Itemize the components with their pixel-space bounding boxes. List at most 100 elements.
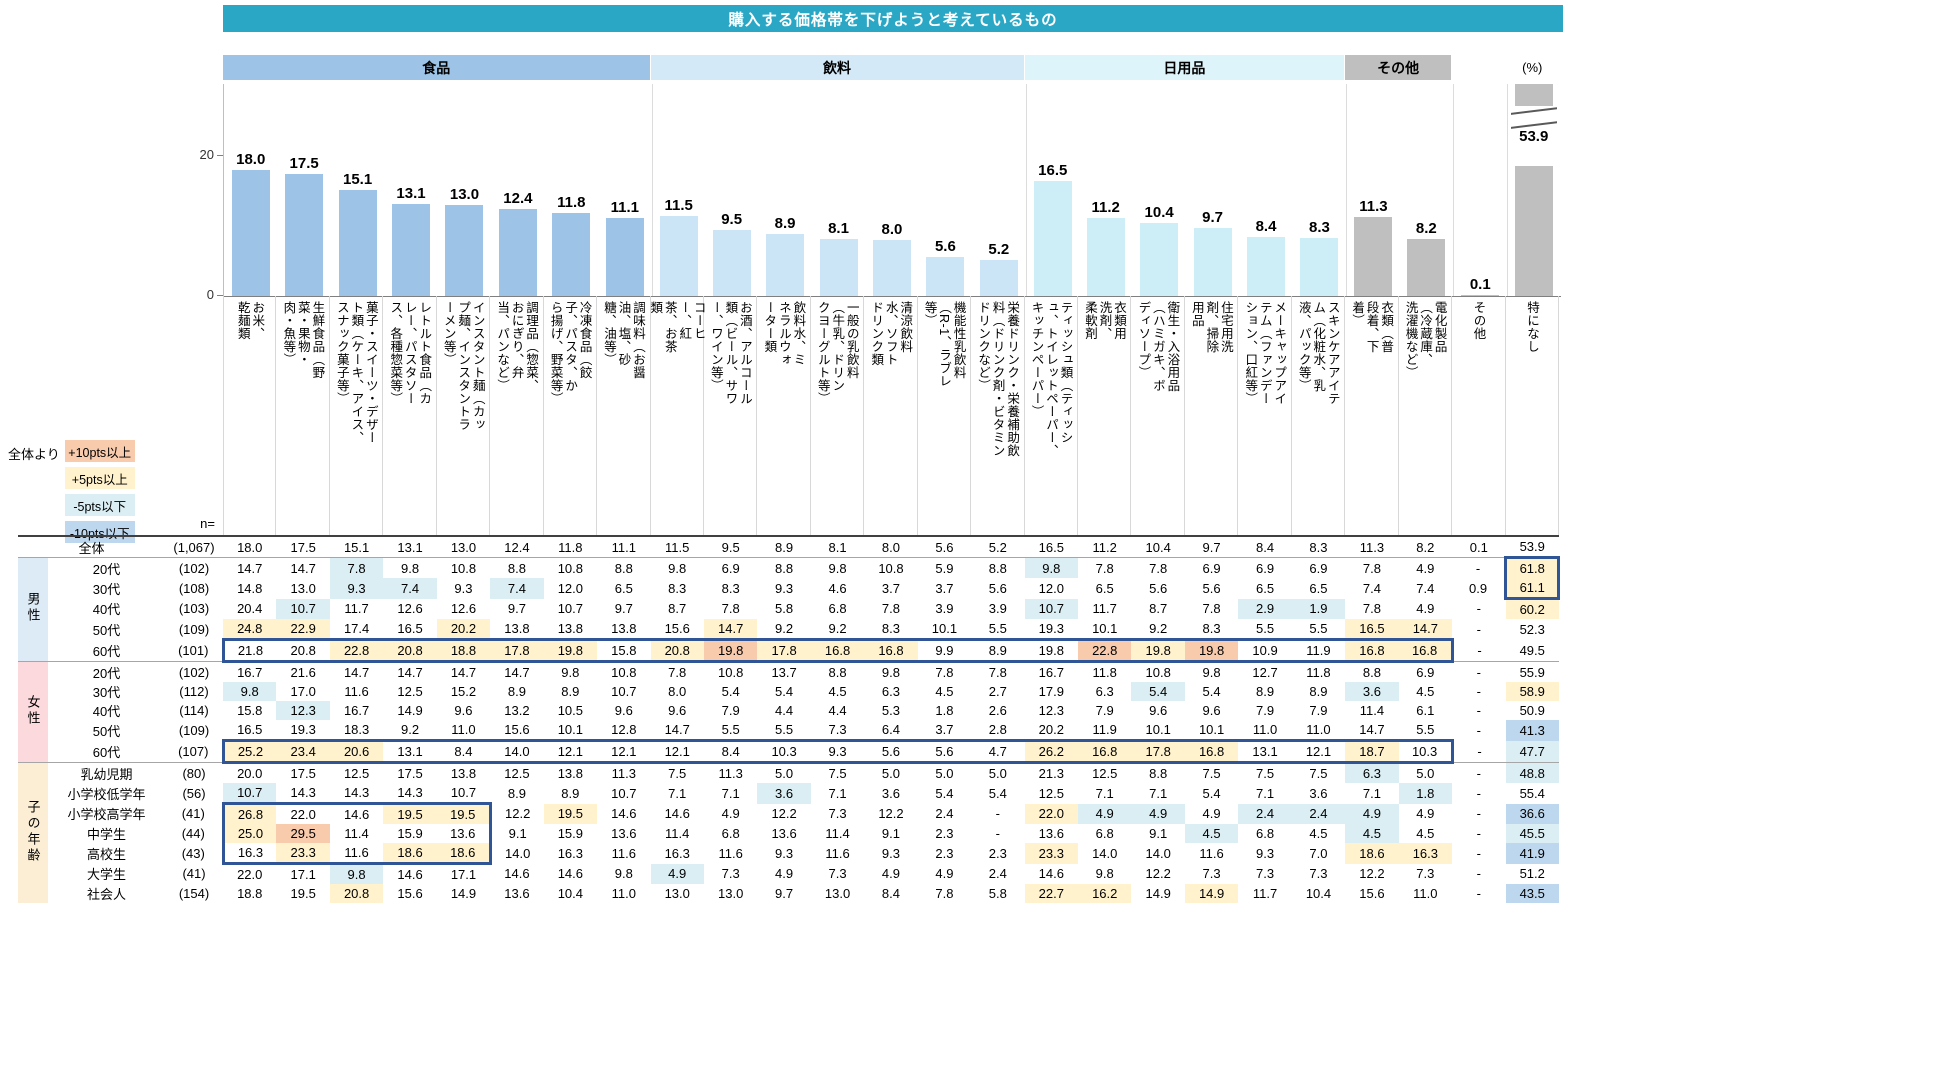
value-cell: 14.3 bbox=[290, 785, 316, 800]
value-cell: 17.8 bbox=[490, 638, 544, 663]
value-cell: 6.9 bbox=[703, 557, 758, 578]
value-cell: 13.6 bbox=[436, 824, 492, 843]
value-cell: 2.6 bbox=[988, 703, 1007, 718]
value-cell: 8.4 bbox=[881, 886, 900, 901]
value-cell: 14.9 bbox=[1184, 884, 1239, 903]
chart-column: 13.0 bbox=[438, 84, 491, 296]
value-cell: 9.9 bbox=[917, 638, 972, 663]
value-cell: 5.2 bbox=[971, 535, 1025, 558]
value-cell: 23.3 bbox=[276, 843, 330, 865]
value-cell: 11.6 bbox=[825, 845, 850, 861]
value-cell: 11.7 bbox=[1092, 601, 1117, 617]
value-cell: 9.3 bbox=[775, 580, 794, 596]
value-cell: 9.8 bbox=[329, 863, 384, 884]
value-cell: 7.8 bbox=[1131, 557, 1185, 578]
value-cell: 9.6 bbox=[668, 703, 687, 718]
value-cell: 12.5 bbox=[329, 762, 384, 783]
bar-value-label: 5.6 bbox=[934, 237, 956, 255]
value-cell: 11.1 bbox=[597, 535, 651, 558]
chart-column: 13.1 bbox=[384, 84, 437, 296]
bar-value-label: 8.4 bbox=[1255, 218, 1277, 236]
row-label: 全体 bbox=[18, 535, 165, 558]
bar bbox=[1140, 223, 1179, 296]
column-header-text: メーキャップアイテム（ファンデーション、口紅等） bbox=[1243, 301, 1287, 405]
value-cell: - bbox=[1452, 762, 1506, 783]
bar-value-label: 53.9 bbox=[1519, 128, 1549, 145]
value-cell: 14.0 bbox=[505, 845, 531, 861]
bar-value-label: 10.4 bbox=[1144, 204, 1174, 222]
column-header-text: 特になし bbox=[1524, 301, 1539, 353]
value-cell: 11.3 bbox=[597, 762, 651, 783]
row-n: (112) bbox=[179, 684, 209, 699]
value-cell: - bbox=[1476, 886, 1481, 901]
value-cell: - bbox=[1477, 743, 1482, 759]
value-cell: - bbox=[1452, 661, 1506, 682]
value-cell: 19.3 bbox=[1038, 621, 1064, 636]
value-cell: - bbox=[1476, 806, 1481, 822]
bar-value-label: 15.1 bbox=[342, 171, 373, 189]
bar bbox=[872, 240, 911, 296]
value-cell: 3.6 bbox=[757, 783, 811, 804]
value-cell: 7.1 bbox=[828, 785, 847, 801]
bar bbox=[1514, 166, 1553, 296]
value-cell: 13.6 bbox=[611, 826, 637, 841]
value-cell: 55.4 bbox=[1519, 785, 1545, 801]
row-n: (109) bbox=[178, 722, 210, 738]
value-cell: - bbox=[1476, 684, 1481, 699]
column-header: 機能性乳飲料（R-1、ラブレ等） bbox=[918, 296, 972, 535]
y-axis-tick-mark bbox=[217, 295, 223, 296]
value-cell: - bbox=[995, 826, 1001, 841]
bar bbox=[1407, 238, 1446, 296]
legend-prefix: 全体より bbox=[8, 447, 60, 462]
row-label: 30代 bbox=[92, 581, 121, 597]
value-cell: 14.8 bbox=[237, 580, 263, 596]
column-header-text: スキンケアアイテム（化粧水、乳液、パック等） bbox=[1296, 301, 1340, 405]
value-cell: 11.8 bbox=[543, 535, 598, 558]
row-label: 中学生 bbox=[86, 827, 126, 842]
row-n: (102) bbox=[165, 661, 223, 682]
row-n: (1,067) bbox=[165, 535, 223, 558]
column-header: 調味料（お醤油、塩、砂糖、油等） bbox=[597, 296, 651, 535]
value-cell: 49.5 bbox=[1519, 642, 1545, 658]
chart-column: 53.9 bbox=[1506, 84, 1560, 296]
value-cell: 18.6 bbox=[436, 843, 492, 865]
value-cell: 6.5 bbox=[1309, 580, 1328, 596]
value-cell: 13.1 bbox=[383, 739, 437, 764]
value-cell: 3.7 bbox=[935, 722, 954, 737]
row-label: 高校生 bbox=[86, 846, 126, 862]
table-row: 子の年齢 乳幼児期 (80) 20.0 17.5 12.5 17.5 13.8 12.5 13.8… bbox=[18, 762, 1559, 903]
value-cell: 17.5 bbox=[276, 535, 330, 558]
chart-column: 8.1 bbox=[812, 84, 865, 296]
value-cell: 20.8 bbox=[276, 638, 330, 663]
row-n: (108) bbox=[178, 580, 210, 596]
value-cell: 8.9 bbox=[1309, 684, 1328, 699]
value-cell: 16.7 bbox=[1024, 661, 1078, 682]
value-cell: 10.4 bbox=[1131, 535, 1185, 558]
row-n: (109) bbox=[178, 621, 210, 637]
value-cell: 11.7 bbox=[344, 601, 369, 617]
value-cell: 19.5 bbox=[543, 803, 598, 824]
value-cell: 8.8 bbox=[971, 557, 1025, 578]
value-cell: 8.8 bbox=[757, 557, 811, 578]
value-cell: 19.8 bbox=[703, 638, 758, 663]
value-cell: 4.5 bbox=[828, 684, 847, 699]
bar bbox=[979, 259, 1018, 296]
table-row: 30代 (112) 9.8 17.0 11.6 12.5 15.2 8.9 8.9 10.7 8.0… bbox=[18, 682, 1559, 701]
value-cell: 11.8 bbox=[1291, 661, 1346, 682]
value-cell: 11.7 bbox=[1252, 886, 1278, 901]
value-cell: - bbox=[1476, 785, 1481, 801]
table-row: 30代 (108) 14.8 13.0 9.3 7.4 9.3 7.4 12.0 6.5 8.3 8.… bbox=[18, 578, 1561, 600]
value-cell: 14.0 bbox=[490, 739, 544, 764]
bar bbox=[338, 190, 377, 296]
value-cell: 16.3 bbox=[664, 845, 690, 861]
value-cell: 9.2 bbox=[775, 621, 794, 636]
value-cell: 41.3 bbox=[1505, 720, 1559, 741]
bar-value-label: 13.0 bbox=[449, 186, 480, 203]
value-cell: 3.7 bbox=[881, 580, 900, 596]
value-cell: 4.9 bbox=[1131, 803, 1185, 824]
chart-column: 11.1 bbox=[598, 84, 651, 296]
value-cell: 5.5 bbox=[775, 722, 794, 737]
value-cell: 12.2 bbox=[1359, 866, 1385, 882]
value-cell: 3.6 bbox=[881, 785, 900, 801]
bar bbox=[1033, 180, 1072, 296]
